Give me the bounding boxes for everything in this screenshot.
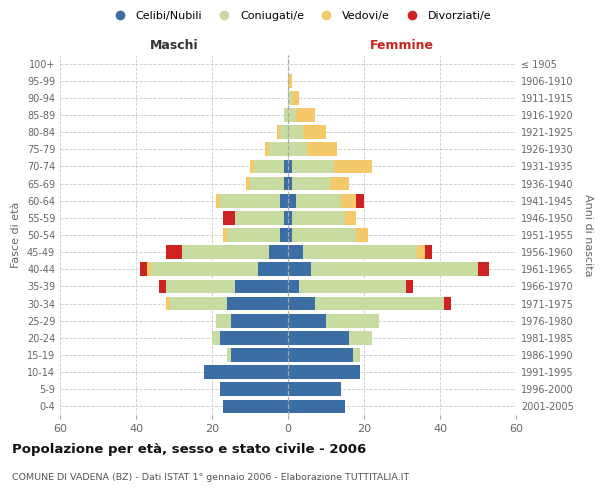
Bar bbox=[235, 211, 284, 224]
Bar bbox=[269, 246, 288, 259]
Text: COMUNE DI VADENA (BZ) - Dati ISTAT 1° gennaio 2006 - Elaborazione TUTTITALIA.IT: COMUNE DI VADENA (BZ) - Dati ISTAT 1° ge… bbox=[12, 472, 409, 482]
Bar bbox=[330, 176, 349, 190]
Bar bbox=[140, 262, 148, 276]
Bar bbox=[151, 262, 257, 276]
Bar bbox=[341, 194, 356, 207]
Bar bbox=[314, 296, 444, 310]
Bar bbox=[205, 366, 288, 379]
Bar bbox=[246, 176, 250, 190]
Bar bbox=[284, 108, 288, 122]
Bar bbox=[216, 194, 220, 207]
Bar bbox=[288, 331, 349, 344]
Bar bbox=[292, 176, 330, 190]
Bar bbox=[231, 314, 288, 328]
Bar bbox=[292, 160, 334, 173]
Bar bbox=[254, 160, 284, 173]
Bar bbox=[227, 348, 231, 362]
Y-axis label: Fasce di età: Fasce di età bbox=[11, 202, 21, 268]
Bar bbox=[292, 211, 345, 224]
Bar bbox=[349, 331, 371, 344]
Bar bbox=[326, 314, 379, 328]
Bar bbox=[280, 126, 288, 139]
Bar bbox=[288, 314, 326, 328]
Bar bbox=[288, 280, 299, 293]
Bar bbox=[311, 262, 478, 276]
Bar bbox=[269, 142, 288, 156]
Bar bbox=[307, 142, 337, 156]
Bar bbox=[223, 228, 227, 242]
Text: Maschi: Maschi bbox=[149, 40, 199, 52]
Bar bbox=[277, 126, 280, 139]
Bar bbox=[227, 296, 288, 310]
Bar bbox=[235, 280, 288, 293]
Bar bbox=[303, 126, 326, 139]
Bar bbox=[265, 142, 269, 156]
Bar bbox=[220, 194, 280, 207]
Bar bbox=[166, 296, 170, 310]
Bar bbox=[299, 280, 406, 293]
Bar bbox=[288, 296, 314, 310]
Bar bbox=[231, 348, 288, 362]
Bar bbox=[280, 194, 288, 207]
Bar bbox=[250, 176, 284, 190]
Bar bbox=[257, 262, 288, 276]
Bar bbox=[292, 228, 356, 242]
Bar bbox=[288, 176, 292, 190]
Bar bbox=[212, 331, 220, 344]
Bar bbox=[288, 246, 303, 259]
Bar bbox=[159, 280, 166, 293]
Bar bbox=[444, 296, 451, 310]
Bar bbox=[425, 246, 433, 259]
Text: Femmine: Femmine bbox=[370, 40, 434, 52]
Bar bbox=[166, 246, 182, 259]
Bar bbox=[216, 314, 231, 328]
Bar bbox=[284, 176, 288, 190]
Bar bbox=[334, 160, 371, 173]
Bar bbox=[170, 296, 227, 310]
Bar bbox=[353, 348, 360, 362]
Bar bbox=[148, 262, 151, 276]
Bar bbox=[288, 382, 341, 396]
Bar bbox=[288, 142, 307, 156]
Legend: Celibi/Nubili, Coniugati/e, Vedovi/e, Divorziati/e: Celibi/Nubili, Coniugati/e, Vedovi/e, Di… bbox=[104, 6, 496, 26]
Bar bbox=[288, 211, 292, 224]
Bar bbox=[182, 246, 269, 259]
Bar bbox=[288, 126, 303, 139]
Bar bbox=[288, 366, 360, 379]
Bar bbox=[292, 91, 299, 104]
Bar bbox=[406, 280, 413, 293]
Bar bbox=[284, 211, 288, 224]
Bar bbox=[296, 194, 341, 207]
Bar bbox=[227, 228, 280, 242]
Bar bbox=[288, 348, 353, 362]
Bar bbox=[288, 74, 292, 88]
Bar bbox=[345, 211, 356, 224]
Bar bbox=[288, 228, 292, 242]
Bar bbox=[288, 194, 296, 207]
Bar bbox=[284, 160, 288, 173]
Bar bbox=[223, 400, 288, 413]
Y-axis label: Anni di nascita: Anni di nascita bbox=[583, 194, 593, 276]
Bar bbox=[288, 91, 292, 104]
Bar bbox=[417, 246, 425, 259]
Bar bbox=[220, 331, 288, 344]
Bar bbox=[288, 108, 296, 122]
Bar bbox=[356, 194, 364, 207]
Text: Popolazione per età, sesso e stato civile - 2006: Popolazione per età, sesso e stato civil… bbox=[12, 442, 366, 456]
Bar bbox=[303, 246, 417, 259]
Bar bbox=[478, 262, 490, 276]
Bar bbox=[296, 108, 314, 122]
Bar bbox=[288, 262, 311, 276]
Bar bbox=[288, 400, 345, 413]
Bar bbox=[356, 228, 368, 242]
Bar bbox=[223, 211, 235, 224]
Bar bbox=[288, 160, 292, 173]
Bar bbox=[280, 228, 288, 242]
Bar bbox=[166, 280, 235, 293]
Bar bbox=[220, 382, 288, 396]
Bar bbox=[250, 160, 254, 173]
